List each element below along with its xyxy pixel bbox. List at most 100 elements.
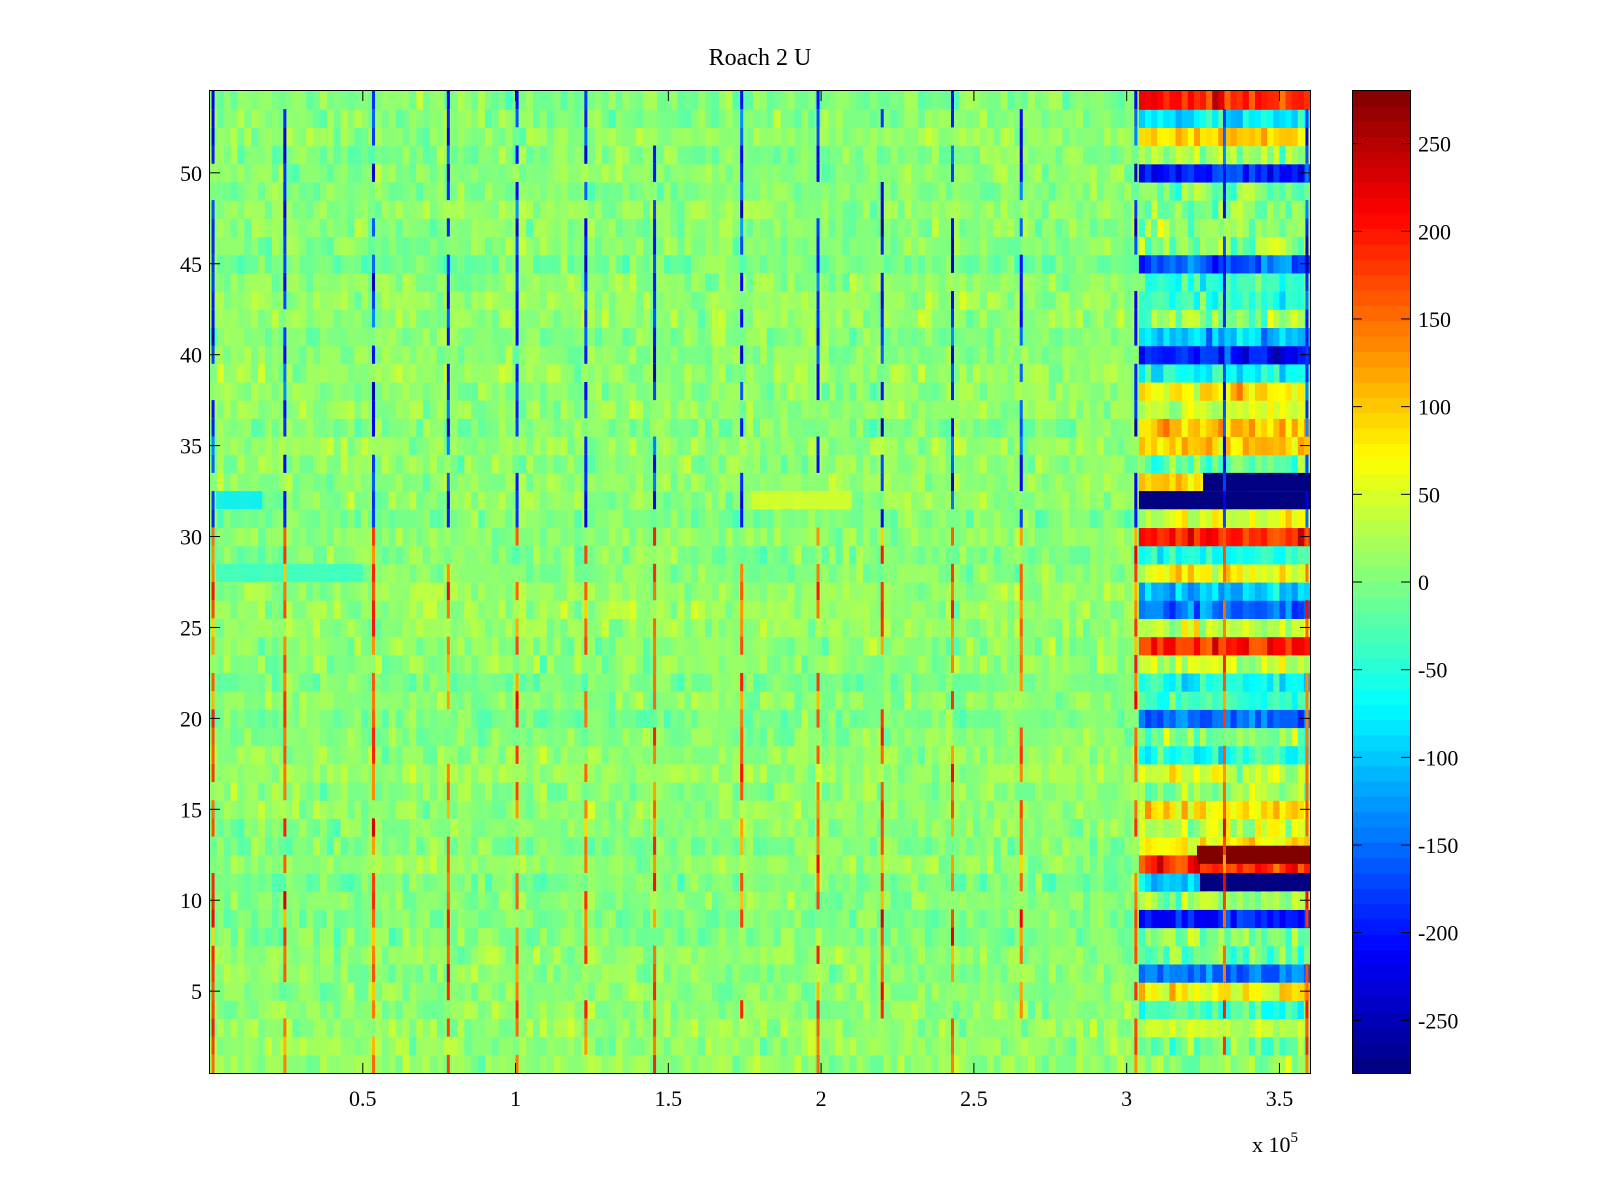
heatmap-cell — [375, 891, 383, 910]
heatmap-cell — [677, 472, 685, 492]
heatmap-cell — [925, 909, 933, 929]
heatmap-cell — [1110, 472, 1119, 492]
heatmap-cell — [237, 418, 245, 438]
heatmap-cell — [1062, 527, 1070, 547]
heatmap-cell — [485, 927, 493, 947]
heatmap-cell — [223, 618, 232, 638]
heatmap-cell — [842, 527, 850, 547]
heatmap-cell — [1048, 818, 1057, 838]
heatmap-cell — [381, 691, 390, 710]
heatmap-cell — [381, 818, 390, 838]
heatmap-cell — [608, 527, 617, 547]
heatmap-cell — [973, 836, 981, 856]
heatmap-cell — [897, 636, 905, 656]
heatmap-cell — [656, 600, 665, 619]
heatmap-cell — [320, 872, 328, 892]
heatmap-cell — [705, 582, 713, 601]
heatmap-cell — [1014, 709, 1022, 729]
heatmap-cell — [1090, 854, 1098, 874]
heatmap-cell — [485, 727, 493, 747]
heatmap-cell — [313, 691, 321, 710]
heatmap-cell — [670, 927, 679, 947]
heatmap-cell — [519, 436, 527, 456]
heatmap-cell — [938, 654, 947, 674]
heatmap-cell — [986, 509, 995, 529]
heatmap-cell — [505, 891, 514, 910]
heatmap-cell — [773, 400, 782, 419]
heatmap-cell — [959, 800, 967, 820]
heatmap-cell — [560, 600, 569, 619]
heatmap-cell — [1062, 818, 1070, 838]
heatmap-cell — [952, 782, 960, 801]
heatmap-cell — [230, 472, 239, 492]
heatmap-cell — [746, 909, 754, 929]
heatmap-cell — [870, 454, 878, 474]
heatmap-cell — [526, 472, 534, 492]
heatmap-cell — [821, 945, 830, 965]
heatmap-cell — [1021, 527, 1029, 547]
heatmap-cell — [849, 472, 857, 492]
heatmap-cell — [244, 509, 252, 529]
heatmap-cell — [423, 691, 431, 710]
heatmap-cell — [925, 1036, 933, 1056]
heatmap-cell — [354, 727, 362, 747]
heatmap-cell — [622, 1036, 630, 1056]
heatmap-cell — [375, 800, 383, 820]
heatmap-cell — [636, 709, 644, 729]
heatmap-cell — [546, 672, 555, 692]
heatmap-cell — [698, 1054, 706, 1074]
heatmap-cell — [1035, 691, 1043, 710]
heatmap-cell — [265, 400, 273, 419]
heatmap-cell — [402, 563, 410, 583]
heatmap-cell — [986, 436, 995, 456]
heatmap-cell — [684, 1036, 692, 1056]
heatmap-cell — [773, 709, 782, 729]
heatmap-cell — [333, 709, 342, 729]
heatmap-cell — [601, 618, 610, 638]
heatmap-cell — [698, 872, 706, 892]
heatmap-cell — [980, 545, 988, 565]
heatmap-cell — [258, 800, 266, 820]
heatmap-cell — [801, 436, 809, 456]
heatmap-cell — [883, 782, 892, 801]
heatmap-cell — [952, 982, 960, 1001]
heatmap-cell — [980, 436, 988, 456]
heatmap-cell — [656, 1054, 665, 1074]
heatmap-cell — [670, 472, 679, 492]
heatmap-cell — [443, 727, 452, 747]
heatmap-cell — [698, 963, 706, 983]
heatmap-cell — [595, 436, 603, 456]
heatmap-cell — [237, 763, 245, 783]
heatmap-cell — [292, 727, 300, 747]
heatmap-cell — [835, 1018, 844, 1038]
heatmap-cell — [835, 854, 844, 874]
heatmap-cell — [546, 727, 555, 747]
heatmap-cell — [540, 509, 548, 529]
heatmap-cell — [993, 782, 1002, 801]
heatmap-cell — [705, 836, 713, 856]
heatmap-cell — [285, 963, 294, 983]
heatmap-cell — [1083, 509, 1091, 529]
heatmap-cell — [375, 436, 383, 456]
heatmap-cell — [656, 491, 665, 510]
heatmap-cell — [244, 436, 252, 456]
heatmap-cell — [265, 600, 273, 619]
heatmap-cell — [691, 945, 699, 965]
heatmap-cell — [787, 836, 795, 856]
heatmap-cell — [1090, 618, 1098, 638]
heatmap-cell — [1117, 582, 1125, 601]
heatmap-cell — [787, 509, 795, 529]
heatmap-cell — [1041, 563, 1050, 583]
heatmap-cell — [299, 836, 307, 856]
heatmap-cell — [938, 727, 947, 747]
heatmap-cell — [216, 582, 225, 601]
heatmap-cell — [430, 1054, 438, 1074]
heatmap-cell — [505, 709, 514, 729]
heatmap-cell — [230, 527, 239, 547]
heatmap-cell — [326, 1000, 335, 1020]
heatmap-cell — [918, 418, 926, 438]
heatmap-cell — [216, 982, 225, 1001]
heatmap-cell — [553, 1054, 562, 1074]
heatmap-cell — [705, 509, 713, 529]
heatmap-cell — [1069, 927, 1077, 947]
